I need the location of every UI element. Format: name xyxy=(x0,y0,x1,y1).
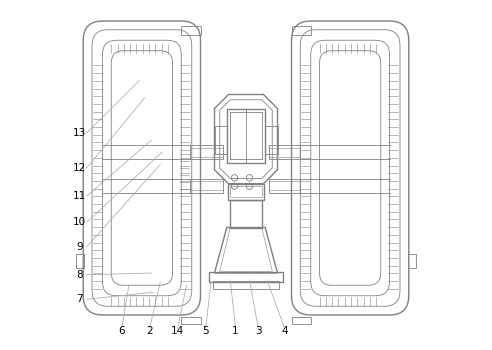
Bar xyxy=(227,108,265,163)
Bar xyxy=(291,26,311,35)
Text: 8: 8 xyxy=(76,270,83,280)
Text: 7: 7 xyxy=(76,294,83,304)
Bar xyxy=(269,145,300,159)
Bar xyxy=(215,126,227,154)
Bar xyxy=(181,317,201,324)
Bar xyxy=(181,26,201,35)
Bar xyxy=(408,254,416,268)
Bar xyxy=(190,145,223,159)
Text: 3: 3 xyxy=(255,326,262,336)
Text: 1: 1 xyxy=(232,326,239,336)
Bar xyxy=(269,178,300,192)
Bar xyxy=(230,112,262,159)
Bar xyxy=(76,254,84,268)
Text: 10: 10 xyxy=(73,217,86,227)
Text: 5: 5 xyxy=(202,326,209,336)
Text: 11: 11 xyxy=(73,191,87,201)
Text: 4: 4 xyxy=(281,326,288,336)
Text: 14: 14 xyxy=(171,326,184,336)
Text: 2: 2 xyxy=(147,326,153,336)
Bar xyxy=(190,178,223,192)
Bar xyxy=(213,281,279,289)
Bar xyxy=(209,272,283,282)
Bar xyxy=(230,186,262,197)
Bar xyxy=(228,184,264,199)
Text: 13: 13 xyxy=(73,128,87,138)
Text: 9: 9 xyxy=(76,242,83,252)
Text: 6: 6 xyxy=(119,326,125,336)
Text: 12: 12 xyxy=(73,163,87,173)
Bar xyxy=(291,317,311,324)
Bar xyxy=(265,126,277,154)
